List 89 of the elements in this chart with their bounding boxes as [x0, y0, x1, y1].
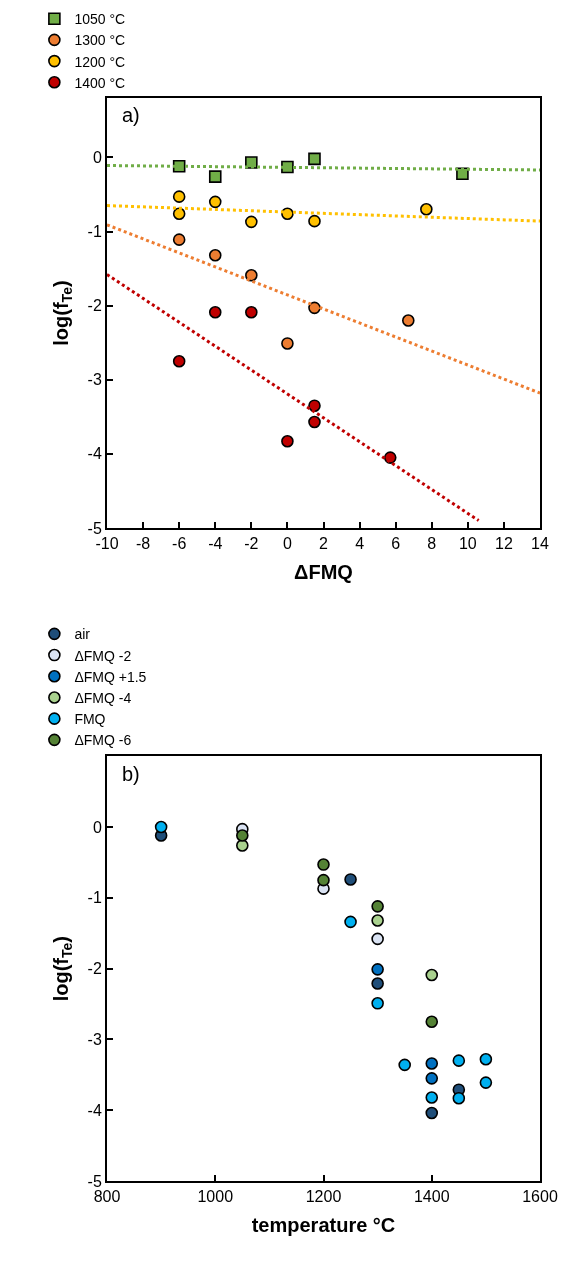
point: [308, 415, 321, 429]
point: [452, 1054, 466, 1067]
y-tick-label: 0: [92, 148, 102, 166]
point: [402, 314, 415, 327]
point: [245, 215, 258, 229]
x-tick-label: -8: [135, 535, 151, 553]
point: [479, 1076, 493, 1089]
point: [208, 305, 222, 319]
x-tick-label: 1400: [413, 1188, 450, 1206]
x-tick-label: 12: [495, 535, 513, 553]
y-tick-label: -5: [87, 1172, 102, 1190]
x-tick-label: 2: [319, 535, 329, 553]
point: [371, 932, 384, 946]
x-axis-title: temperature °C: [251, 1214, 396, 1237]
legend-label: air: [74, 626, 91, 643]
x-tick-label: -10: [95, 535, 119, 553]
y-tick-label: -1: [87, 889, 102, 907]
x-tick-label: 800: [93, 1188, 121, 1206]
legend-label: 1200 °C: [74, 53, 126, 70]
x-tick-label: -2: [244, 535, 259, 553]
point: [308, 152, 321, 166]
legend-label: 1050 °C: [74, 11, 126, 28]
point: [208, 248, 222, 262]
x-tick-label: -4: [208, 535, 223, 553]
x-tick-label: 4: [355, 535, 365, 553]
x-tick-label: 0: [282, 535, 292, 553]
point: [245, 305, 258, 319]
point: [371, 900, 384, 913]
legend-label: 1300 °C: [74, 32, 126, 49]
y-tick-label: -3: [87, 1031, 102, 1049]
y-tick-label: -3: [87, 371, 102, 389]
chart-title: b): [122, 763, 140, 785]
point: [371, 997, 384, 1010]
point: [245, 268, 258, 282]
chart-title: a): [122, 104, 140, 126]
point: [281, 434, 294, 448]
point: [425, 1057, 439, 1070]
y-tick-label: -4: [87, 1101, 102, 1119]
x-tick-label: 1200: [305, 1188, 342, 1206]
point: [245, 156, 258, 169]
point: [236, 829, 249, 842]
point: [172, 190, 186, 203]
point: [344, 873, 357, 886]
point: [371, 977, 384, 990]
y-tick-label: -5: [87, 519, 102, 537]
point: [208, 195, 222, 209]
legend-label: ΔFMQ -4: [74, 689, 132, 706]
point: [308, 399, 321, 412]
point: [420, 202, 433, 216]
point: [425, 1106, 439, 1120]
point: [317, 858, 330, 871]
x-tick-label: 10: [458, 535, 477, 553]
point: [172, 233, 186, 246]
legend-label: 1400 °C: [74, 74, 126, 91]
x-tick-label: 1600: [522, 1188, 558, 1206]
point: [425, 1091, 439, 1104]
x-axis-title: ΔFMQ: [294, 561, 353, 584]
point: [317, 873, 330, 887]
x-tick-label: 6: [391, 535, 401, 553]
point: [344, 915, 357, 929]
point: [172, 354, 186, 368]
y-tick-label: -2: [87, 297, 102, 315]
x-tick-label: 1000: [197, 1188, 234, 1206]
x-tick-label: 8: [427, 535, 437, 553]
point: [281, 337, 294, 350]
legend-label: ΔFMQ -6: [74, 732, 132, 749]
point: [456, 167, 469, 180]
point: [398, 1058, 411, 1072]
point: [425, 968, 439, 982]
y-tick-label: -1: [87, 223, 102, 241]
point: [452, 1091, 466, 1105]
legend-label: FMQ: [74, 711, 106, 728]
point: [383, 451, 397, 464]
point: [371, 914, 384, 927]
point: [208, 170, 222, 183]
legend-label: ΔFMQ +1.5: [74, 668, 147, 685]
y-tick-label: -2: [87, 960, 102, 978]
point: [479, 1052, 493, 1066]
x-tick-label: 14: [531, 535, 549, 553]
x-tick-label: -6: [172, 535, 187, 553]
point: [154, 820, 168, 834]
y-tick-label: -4: [87, 445, 102, 463]
point: [425, 1015, 439, 1029]
point: [172, 207, 186, 221]
point: [308, 214, 321, 228]
point: [425, 1072, 439, 1085]
legend-label: ΔFMQ -2: [74, 647, 132, 664]
point: [371, 963, 384, 976]
y-tick-label: 0: [92, 818, 102, 836]
